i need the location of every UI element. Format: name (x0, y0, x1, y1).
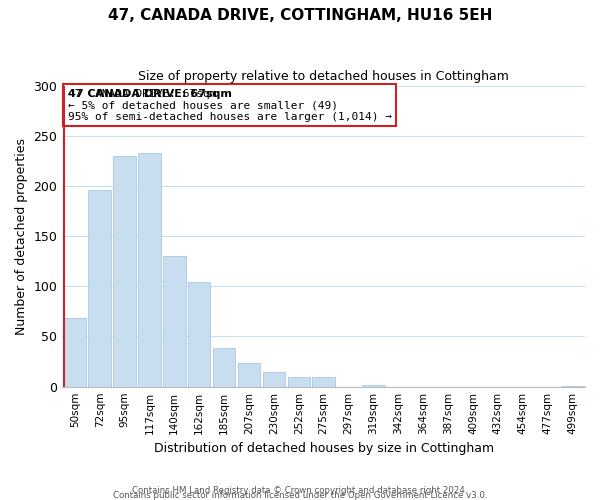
X-axis label: Distribution of detached houses by size in Cottingham: Distribution of detached houses by size … (154, 442, 494, 455)
Bar (88, 190, 111, 386)
Text: Contains HM Land Registry data © Crown copyright and database right 2024.: Contains HM Land Registry data © Crown c… (132, 486, 468, 495)
Bar (313, 376, 335, 386)
Bar (362, 384, 385, 386)
Bar (213, 348, 235, 387)
Text: 47, CANADA DRIVE, COTTINGHAM, HU16 5EH: 47, CANADA DRIVE, COTTINGHAM, HU16 5EH (108, 8, 492, 22)
Y-axis label: Number of detached properties: Number of detached properties (15, 138, 28, 334)
Bar (138, 153, 161, 386)
Text: 47 CANADA DRIVE: 67sqm: 47 CANADA DRIVE: 67sqm (68, 88, 232, 99)
Bar (263, 372, 285, 386)
Bar (64, 318, 86, 386)
Text: Contains public sector information licensed under the Open Government Licence v3: Contains public sector information licen… (113, 490, 487, 500)
Title: Size of property relative to detached houses in Cottingham: Size of property relative to detached ho… (138, 70, 509, 83)
Bar (188, 282, 211, 387)
Bar (163, 256, 185, 386)
Bar (238, 362, 260, 386)
Bar (287, 376, 310, 386)
Bar (113, 156, 136, 386)
Text: 47 CANADA DRIVE: 67sqm
← 5% of detached houses are smaller (49)
95% of semi-deta: 47 CANADA DRIVE: 67sqm ← 5% of detached … (68, 88, 392, 122)
